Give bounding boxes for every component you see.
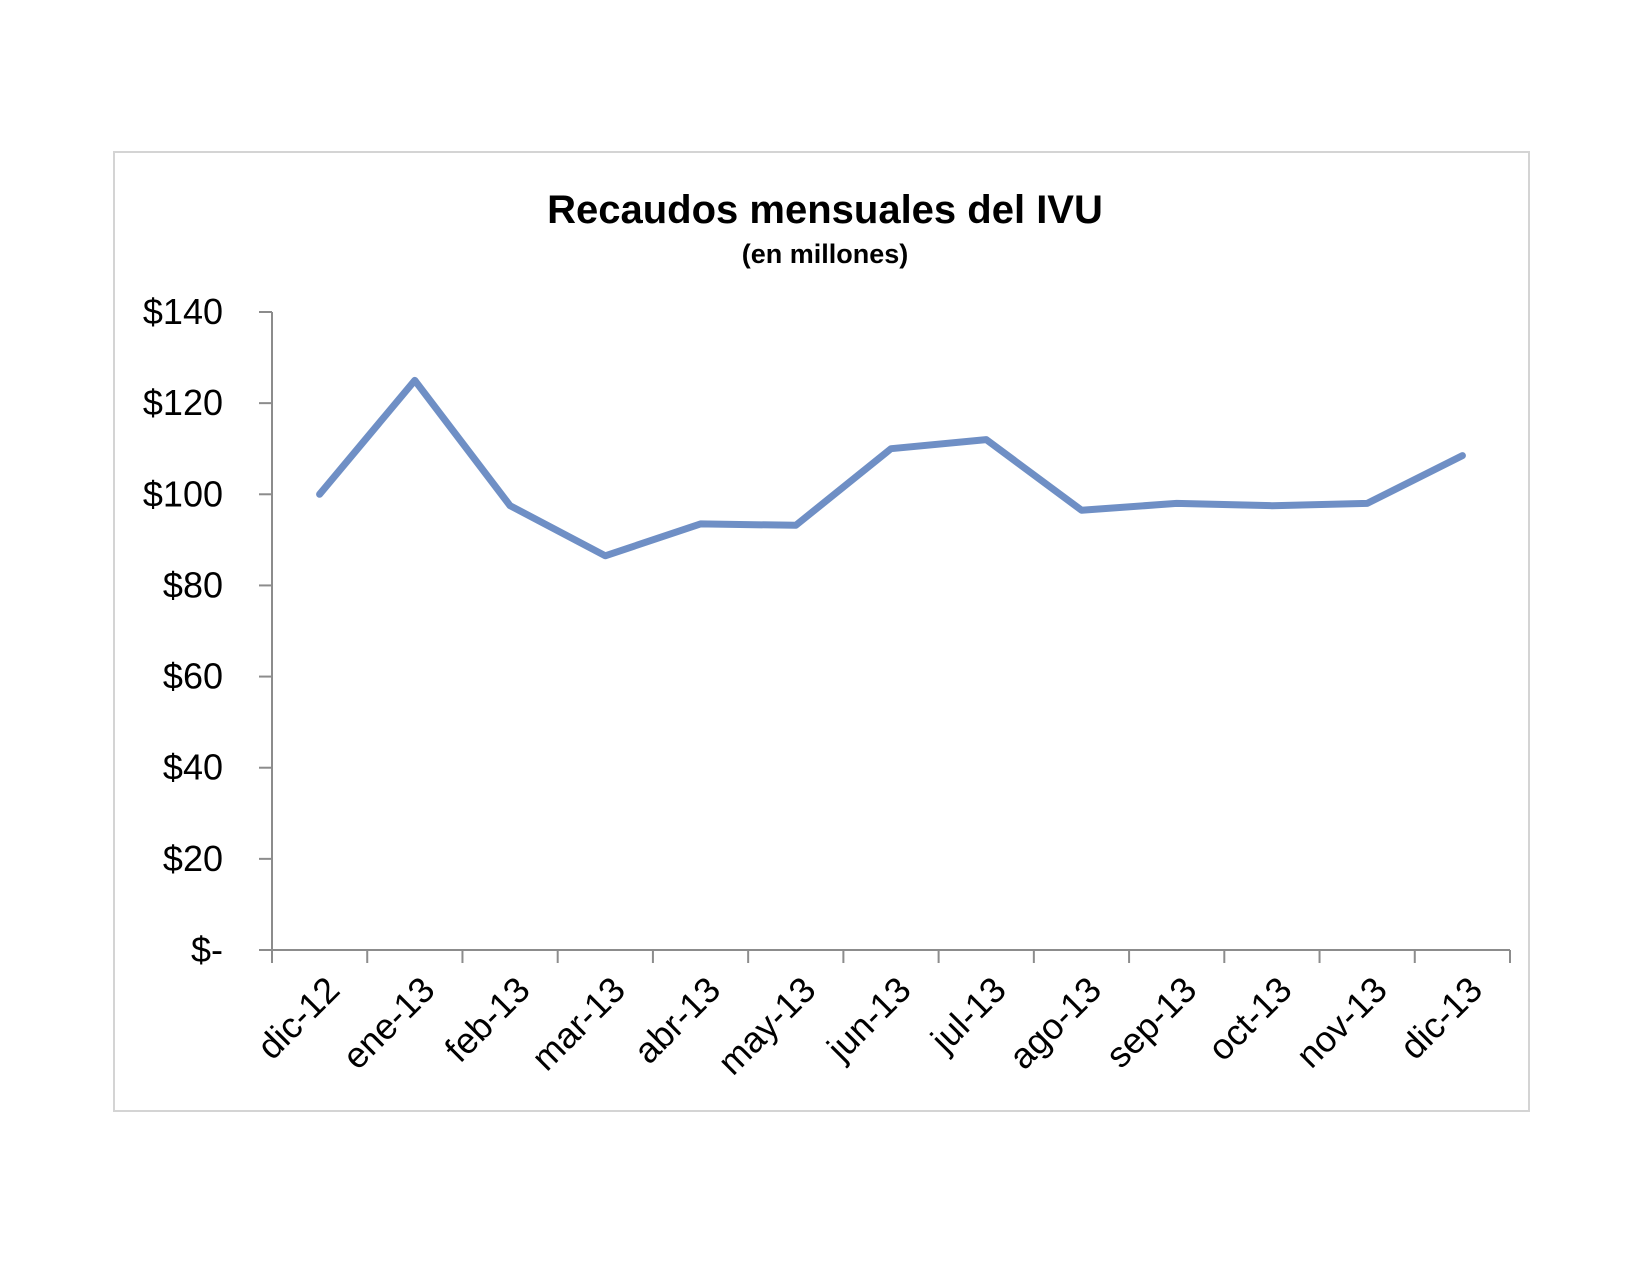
y-tick-label: $- [191,929,223,970]
x-tick-label: ene-13 [334,969,442,1077]
y-tick-label: $120 [143,382,223,423]
axes [259,311,1511,963]
series-line [316,376,1466,560]
x-axis-tick-labels: dic-12ene-13feb-13mar-13abr-13may-13jun-… [249,969,1490,1083]
x-tick-label: may-13 [710,969,824,1083]
x-tick-label: jun-13 [818,969,918,1069]
x-tick-label: dic-12 [249,969,347,1067]
chart-subtitle: (en millones) [742,239,909,269]
y-tick-label: $20 [163,838,223,879]
y-tick-label: $100 [143,473,223,514]
x-tick-label: oct-13 [1200,969,1300,1069]
x-tick-label: dic-13 [1392,969,1490,1067]
x-tick-label: jul-13 [922,969,1014,1061]
y-tick-label: $60 [163,656,223,697]
series-layer [316,376,1466,560]
chart-title: Recaudos mensuales del IVU [547,188,1103,232]
y-axis-tick-labels: $- $20 $40 $60 $80 $100 $120 $140 [143,291,223,970]
x-tick-label: ago-13 [1001,969,1109,1077]
y-tick-label: $140 [143,291,223,332]
x-tick-label: mar-13 [523,969,633,1079]
x-tick-label: sep-13 [1098,969,1205,1076]
y-tick-label: $40 [163,747,223,788]
chart-frame [113,151,1530,1112]
x-tick-label: feb-13 [437,969,538,1070]
x-tick-label: nov-13 [1288,969,1395,1076]
y-tick-label: $80 [163,564,223,605]
